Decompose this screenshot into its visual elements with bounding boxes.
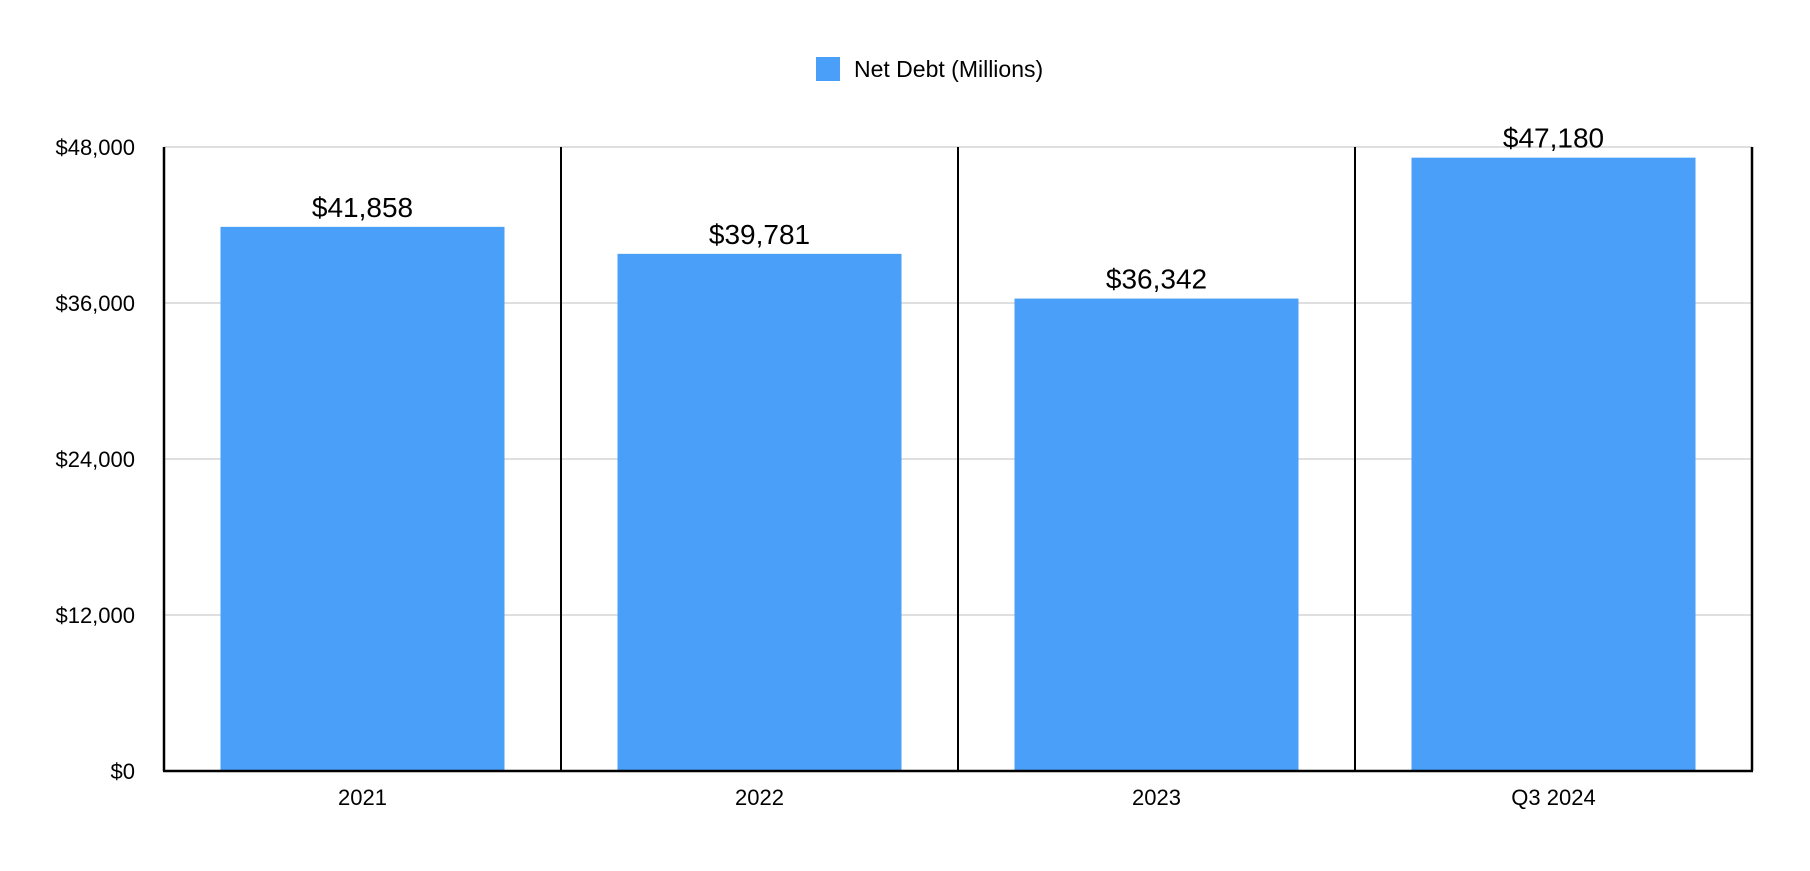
category-dividers (560, 147, 1356, 771)
legend-swatch (816, 57, 840, 81)
bar-2023 (1014, 298, 1299, 771)
data-label: $36,342 (1106, 264, 1207, 295)
x-axis-tick-labels: 2021 2022 2023 Q3 2024 (338, 785, 1596, 810)
y-tick-label: $24,000 (55, 447, 135, 472)
bar-q3-2024 (1411, 157, 1696, 771)
axes (162, 147, 1754, 773)
y-axis-tick-labels: $0 $12,000 $24,000 $36,000 $48,000 (55, 135, 135, 784)
bar-2021 (220, 226, 505, 771)
data-label: $41,858 (312, 192, 413, 223)
x-tick-label: 2023 (1132, 785, 1181, 810)
data-labels: $41,858 $39,781 $36,342 $47,180 (312, 123, 1604, 295)
bars (220, 157, 1696, 772)
x-tick-label: Q3 2024 (1511, 785, 1595, 810)
bar-2022 (617, 253, 902, 772)
data-label: $39,781 (709, 219, 810, 250)
x-tick-label: 2022 (735, 785, 784, 810)
y-tick-label: $12,000 (55, 603, 135, 628)
y-tick-label: $36,000 (55, 291, 135, 316)
legend: Net Debt (Millions) (816, 56, 1043, 82)
data-label: $47,180 (1503, 123, 1604, 154)
y-tick-label: $0 (111, 759, 135, 784)
y-tick-label: $48,000 (55, 135, 135, 160)
x-tick-label: 2021 (338, 785, 387, 810)
legend-label: Net Debt (Millions) (854, 56, 1043, 82)
